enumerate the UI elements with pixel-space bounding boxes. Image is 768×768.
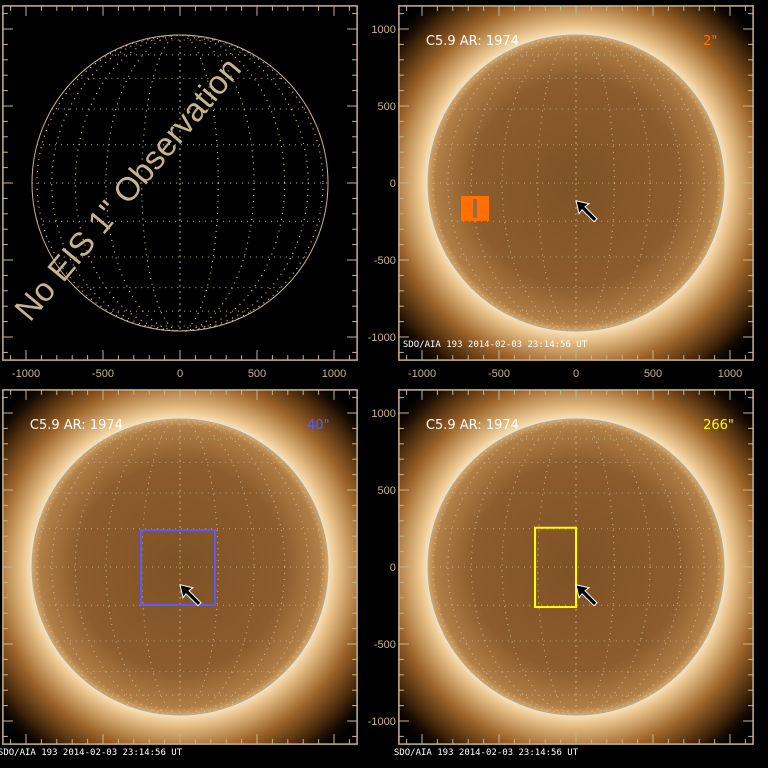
eis-fov-box [140, 529, 216, 607]
x-tick-label: 0 [573, 368, 579, 380]
fov-label: 40" [307, 418, 330, 433]
timestamp: SDO/AIA 193 2014-02-03 23:14:56 UT [403, 340, 588, 350]
y-tick-label: -1000 [368, 716, 396, 728]
solar-limb [31, 34, 329, 332]
y-tick-label: -500 [374, 255, 396, 267]
arrow-pointer-icon [179, 584, 202, 607]
x-tick-label: -1000 [12, 368, 40, 380]
arrow-pointer-icon [575, 200, 598, 223]
x-tick-label: 500 [644, 368, 662, 380]
x-tick-label: 1000 [322, 368, 346, 380]
solar-limb [427, 34, 725, 332]
panel-top-right: -1000 -500 0 500 1000 -1000 -500 0 500 1000 C5.9 A… [368, 5, 754, 380]
heliographic-grid [32, 34, 328, 332]
eis-slit [472, 198, 477, 219]
y-tick-label: 0 [390, 562, 396, 574]
x-tick-label: -500 [92, 368, 114, 380]
y-tick-label: -1000 [368, 332, 396, 344]
no-observation-text: No EIS 1" Observation [7, 50, 248, 327]
panel-bottom-left: C5.9 AR: 1974 40" SDO/AIA 193 2014-02-03 2… [0, 389, 358, 758]
fov-label: 2" [703, 34, 717, 49]
y-tick-label: 500 [378, 485, 396, 497]
y-tick-label: 500 [378, 101, 396, 113]
y-tick-label: -500 [374, 639, 396, 651]
x-tick-label: 1000 [718, 368, 742, 380]
timestamp: SDO/AIA 193 2014-02-03 23:14:56 UT [0, 748, 183, 758]
x-tick-label: 0 [177, 368, 183, 380]
flare-label: C5.9 AR: 1974 [426, 418, 519, 433]
y-tick-label: 1000 [371, 24, 395, 36]
panel-bottom-right: -1000 -500 0 500 1000 C5.9 AR: 1974 266" SDO/AI… [368, 389, 754, 758]
y-tick-label: 1000 [371, 408, 395, 420]
fov-label: 266" [703, 418, 734, 433]
y-tick-label: 0 [390, 178, 396, 190]
eis-fov-box [534, 526, 578, 609]
panel-top-left: -1000 -500 0 500 1000 No EIS 1" Observation [2, 5, 358, 380]
x-tick-label: 500 [248, 368, 266, 380]
timestamp: SDO/AIA 193 2014-02-03 23:14:56 UT [394, 748, 579, 758]
solar-limb [31, 418, 329, 716]
flare-label: C5.9 AR: 1974 [426, 34, 519, 49]
solar-limb [427, 418, 725, 716]
arrow-pointer-icon [575, 584, 598, 607]
x-tick-label: -500 [488, 368, 510, 380]
flare-label: C5.9 AR: 1974 [30, 418, 123, 433]
x-tick-label: -1000 [408, 368, 436, 380]
